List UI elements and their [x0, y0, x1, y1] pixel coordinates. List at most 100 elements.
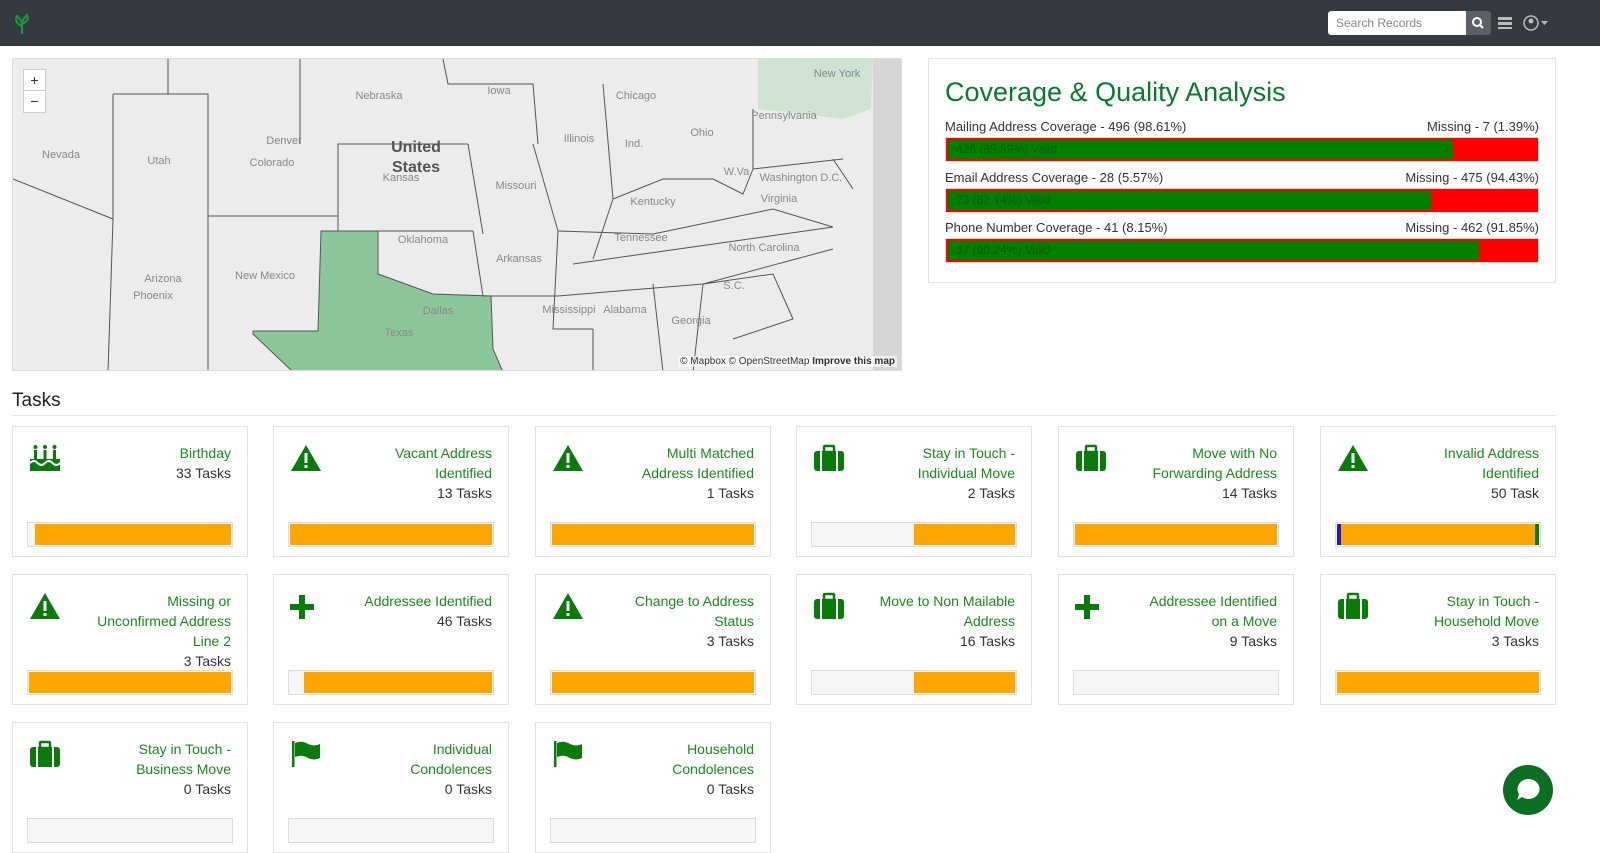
map-label: Arizona	[144, 273, 182, 285]
progress-segment	[552, 524, 754, 545]
task-name: Stay in Touch - Household Move	[1433, 593, 1539, 629]
task-icon	[1076, 444, 1106, 471]
map-attribution: © Mapbox © OpenStreetMap Improve this ma…	[678, 356, 897, 367]
task-progress	[811, 522, 1017, 547]
logo[interactable]	[10, 12, 34, 36]
search-input[interactable]: Search Records	[1328, 11, 1466, 35]
task-icon	[1075, 595, 1099, 619]
chat-button[interactable]	[1503, 765, 1553, 815]
bar-track: 23 (82.14%) Valid	[948, 190, 1536, 210]
map-label: Kansas	[383, 172, 420, 184]
map[interactable]: Nebraska Iowa Denver Colorado United States Ka…	[12, 58, 902, 371]
progress-segment	[1075, 524, 1277, 545]
task-count: 2 Tasks	[967, 485, 1015, 501]
task-progress	[550, 522, 756, 547]
task-card[interactable]: Stay in Touch - Individual Move 2 Tasks	[796, 426, 1032, 557]
task-name: Individual Condolences	[410, 741, 492, 777]
valid-bar: 23 (82.14%) Valid	[948, 190, 1431, 210]
improve-link[interactable]: Improve this map	[812, 356, 895, 367]
task-progress	[1335, 670, 1541, 695]
valid-label: 426 (85.89%) Valid	[956, 142, 1058, 156]
task-icon	[553, 445, 583, 471]
task-progress	[1335, 522, 1541, 547]
map-label: Oklahoma	[398, 234, 449, 246]
progress-segment	[1337, 524, 1342, 545]
task-card[interactable]: Addressee Identified 46 Tasks	[273, 574, 509, 705]
map-label: Ind.	[625, 138, 643, 150]
task-text: Invalid Address Identified 50 Task	[1399, 443, 1539, 503]
task-icon	[1338, 445, 1368, 471]
task-name: Invalid Address Identified	[1444, 445, 1539, 481]
progress-segment	[914, 672, 1015, 693]
task-card[interactable]: Multi Matched Address Identified 1 Tasks	[535, 426, 771, 557]
task-icon	[30, 593, 60, 619]
task-card[interactable]: Individual Condolences 0 Tasks	[273, 722, 509, 853]
progress-segment	[35, 524, 231, 545]
task-count: 1 Tasks	[706, 485, 754, 501]
task-icon	[814, 444, 844, 471]
progress-segment	[290, 524, 492, 545]
map-label: S.C.	[723, 280, 744, 292]
task-icon	[814, 592, 844, 619]
map-label: Texas	[385, 327, 414, 339]
task-count: 3 Tasks	[183, 653, 231, 669]
search-button[interactable]	[1466, 11, 1491, 35]
task-card[interactable]: Move to Non Mailable Address 16 Tasks	[796, 574, 1032, 705]
zoom-in[interactable]: +	[23, 69, 46, 92]
valid-bar: 426 (85.89%) Valid	[948, 140, 1454, 159]
task-text: Stay in Touch - Business Move 0 Tasks	[91, 739, 231, 799]
map-label: Pennsylvania	[751, 110, 817, 122]
coverage-title: Coverage & Quality Analysis	[945, 77, 1286, 107]
progress-segment	[1534, 524, 1539, 545]
task-icon	[30, 740, 60, 767]
map-label: Ohio	[690, 127, 713, 139]
user-menu[interactable]	[1523, 14, 1551, 32]
map-label: Mississippi	[542, 304, 595, 316]
map-label: United	[391, 139, 441, 156]
task-card[interactable]: Birthday 33 Tasks	[12, 426, 248, 557]
task-name: Vacant Address Identified	[394, 445, 492, 481]
task-icon	[290, 595, 314, 619]
map-label: Tennessee	[614, 232, 667, 244]
task-name: Addressee Identified on a Move	[1149, 593, 1277, 629]
task-card[interactable]: Vacant Address Identified 13 Tasks	[273, 426, 509, 557]
task-name: Missing or Unconfirmed Address Line 2	[97, 593, 231, 649]
task-icon	[1338, 592, 1368, 619]
task-text: Household Condolences 0 Tasks	[614, 739, 754, 799]
task-card[interactable]: Stay in Touch - Household Move 3 Tasks	[1320, 574, 1556, 705]
task-card[interactable]: Move with No Forwarding Address 14 Tasks	[1058, 426, 1294, 557]
task-progress	[811, 670, 1017, 695]
task-text: Vacant Address Identified 13 Tasks	[352, 443, 492, 503]
task-card[interactable]: Stay in Touch - Business Move 0 Tasks	[12, 722, 248, 853]
progress-segment	[1341, 524, 1535, 545]
task-text: Birthday 33 Tasks	[176, 443, 231, 483]
map-label: Alabama	[603, 304, 647, 316]
task-card[interactable]: Invalid Address Identified 50 Task	[1320, 426, 1556, 557]
task-icon	[29, 445, 61, 471]
task-card[interactable]: Missing or Unconfirmed Address Line 2 3 T…	[12, 574, 248, 705]
zoom-out[interactable]: −	[23, 90, 46, 113]
task-progress	[288, 818, 494, 843]
map-canvas: Nebraska Iowa Denver Colorado United StatesKa…	[13, 59, 901, 370]
divider	[12, 415, 1556, 416]
task-text: Addressee Identified 46 Tasks	[364, 591, 492, 631]
task-name: Addressee Identified	[364, 593, 492, 609]
progress-segment	[914, 524, 1015, 545]
task-name: Move with No Forwarding Address	[1152, 445, 1277, 481]
map-label: New York	[814, 68, 861, 80]
map-label: Washington D.C.	[760, 172, 843, 184]
task-card[interactable]: Addressee Identified on a Move 9 Tasks	[1058, 574, 1294, 705]
task-progress	[288, 522, 494, 547]
map-label: North Carolina	[729, 242, 801, 254]
map-label: W.Va.	[724, 166, 753, 178]
task-count: 9 Tasks	[1229, 633, 1277, 649]
task-count: 46 Tasks	[437, 613, 492, 629]
records-icon[interactable]	[1497, 16, 1513, 30]
bar-track: 37 (90.24%) Valid	[948, 241, 1536, 260]
task-card[interactable]: Household Condolences 0 Tasks	[535, 722, 771, 853]
missing-label: Missing - 7 (1.39%)	[1427, 119, 1539, 134]
progress-segment	[29, 672, 231, 693]
task-card[interactable]: Change to Address Status 3 Tasks	[535, 574, 771, 705]
progress-segment	[1337, 672, 1539, 693]
